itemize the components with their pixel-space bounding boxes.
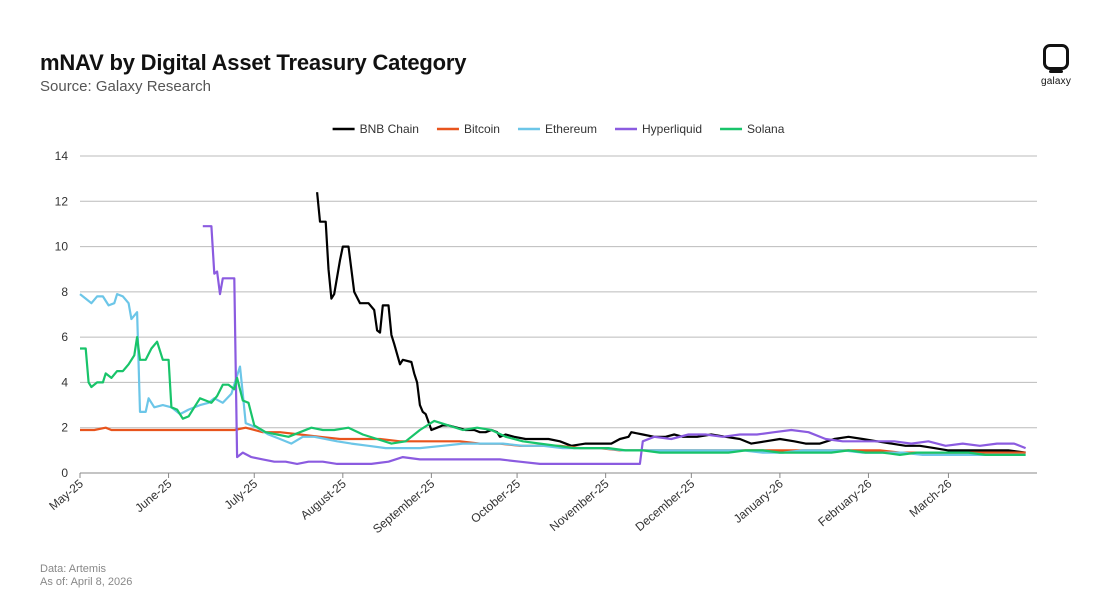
legend-label: Hyperliquid <box>642 122 702 136</box>
y-tick-label: 4 <box>61 375 68 389</box>
legend-item-bnb-chain: BNB Chain <box>332 122 419 136</box>
footer-data-source: Data: Artemis <box>40 563 107 575</box>
x-tick-label: February-26 <box>815 476 874 529</box>
x-axis-ticks: May-25 June-25 July-25 August-25 September-2… <box>46 473 955 536</box>
x-tick-label: July-25 <box>222 476 261 512</box>
legend-label: Solana <box>747 122 785 136</box>
legend-item-solana: Solana <box>720 122 785 136</box>
grid-lines <box>80 155 1037 474</box>
series-line-hyperliquid <box>202 225 1027 465</box>
legend-item-ethereum: Ethereum <box>517 122 597 136</box>
series-line-bnb-chain <box>316 192 1026 454</box>
x-tick-label: March-26 <box>907 476 955 520</box>
chart-title: mNAV by Digital Asset Treasury Category <box>40 50 467 75</box>
y-tick-label: 0 <box>61 466 68 480</box>
footer-as-of: As of: April 8, 2026 <box>40 576 133 588</box>
line-chart: 0 2 4 6 8 10 12 14 May-25 June-25 July-25 August-2… <box>46 122 1037 536</box>
y-tick-label: 14 <box>55 149 69 163</box>
y-tick-label: 8 <box>61 285 68 299</box>
legend-label: Ethereum <box>545 122 597 136</box>
y-tick-label: 12 <box>55 194 69 208</box>
y-tick-label: 2 <box>61 421 68 435</box>
galaxy-logo-text: galaxy <box>1040 76 1072 87</box>
y-tick-label: 10 <box>55 240 69 254</box>
x-tick-label: November-25 <box>547 476 612 534</box>
legend-label: Bitcoin <box>464 122 500 136</box>
y-axis-ticks: 0 2 4 6 8 10 12 14 <box>55 149 69 480</box>
legend: BNB Chain Bitcoin Ethereum Hyperliquid Solan… <box>332 122 785 136</box>
legend-item-hyperliquid: Hyperliquid <box>615 122 702 136</box>
legend-item-bitcoin: Bitcoin <box>436 122 500 136</box>
legend-label: BNB Chain <box>360 122 419 136</box>
y-tick-label: 6 <box>61 330 68 344</box>
x-tick-label: May-25 <box>46 476 86 513</box>
galaxy-logo-icon <box>1043 44 1069 73</box>
x-tick-label: December-25 <box>633 476 698 534</box>
x-tick-label: October-25 <box>468 476 523 526</box>
series-lines <box>79 192 1027 465</box>
series-line-solana <box>80 336 1026 456</box>
footer: Data: Artemis As of: April 8, 2026 <box>40 563 132 589</box>
galaxy-logo: galaxy <box>1036 44 1076 87</box>
chart-subtitle: Source: Galaxy Research <box>40 78 211 95</box>
x-tick-label: June-25 <box>132 476 174 515</box>
x-tick-label: September-25 <box>370 476 438 536</box>
x-tick-label: August-25 <box>298 476 349 522</box>
x-tick-label: January-26 <box>731 476 786 526</box>
